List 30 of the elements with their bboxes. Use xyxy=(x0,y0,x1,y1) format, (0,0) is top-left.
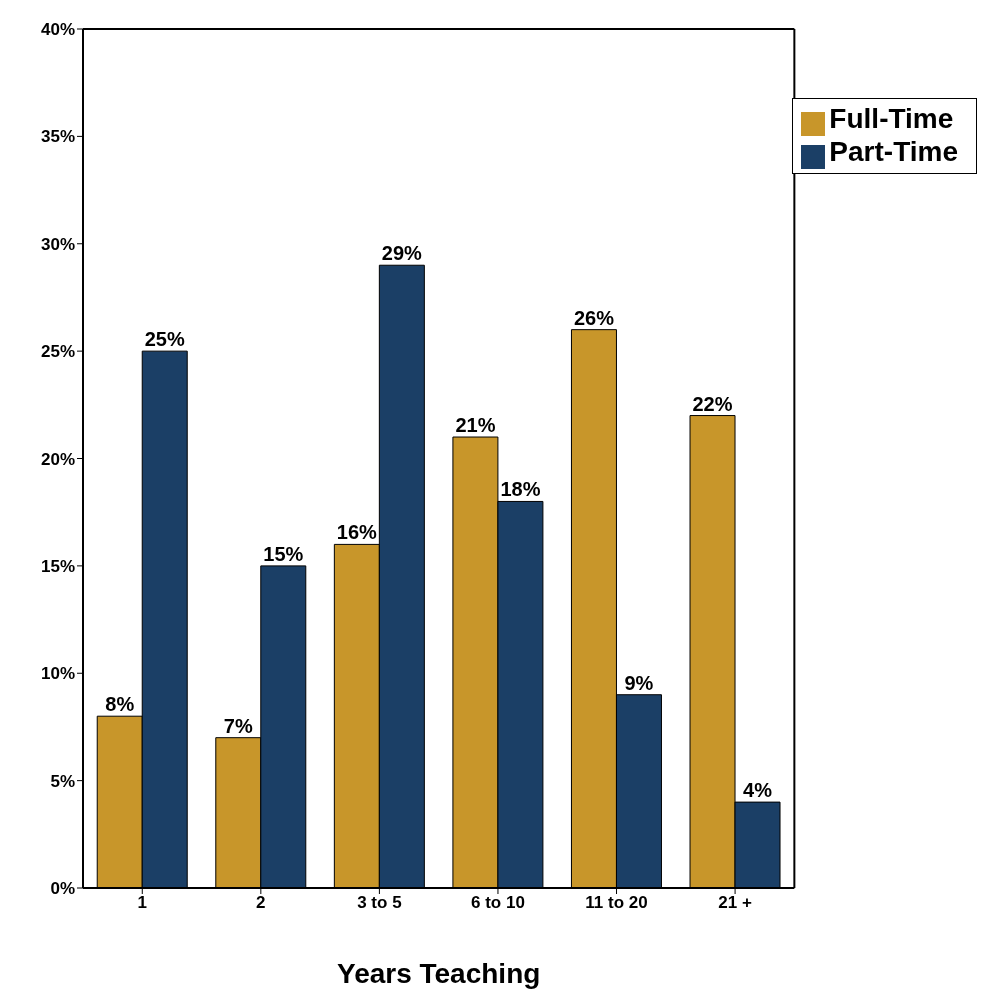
y-tick-label: 5% xyxy=(50,771,75,791)
data-label: 16% xyxy=(336,521,378,544)
y-tick-label: 35% xyxy=(40,127,75,147)
y-tick-label: 15% xyxy=(40,556,75,576)
data-label: 8% xyxy=(105,693,135,716)
y-tick-label: 0% xyxy=(50,879,75,899)
data-label: 15% xyxy=(263,542,304,565)
data-label: 9% xyxy=(624,671,654,694)
data-label: 25% xyxy=(144,328,185,351)
x-axis-title: Years Teaching xyxy=(337,958,541,989)
legend-label: Full-Time xyxy=(829,103,954,134)
x-tick-label: 21 + xyxy=(718,893,752,913)
x-tick-label: 6 to 10 xyxy=(471,893,525,913)
y-tick-label: 10% xyxy=(40,664,75,684)
data-label: 29% xyxy=(381,242,423,265)
y-tick-label: 20% xyxy=(40,449,75,469)
data-label: 4% xyxy=(743,779,773,802)
x-tick-label: 2 xyxy=(256,893,266,913)
data-label: 18% xyxy=(500,478,541,501)
y-tick-label: 40% xyxy=(40,20,75,40)
x-tick-label: 3 to 5 xyxy=(357,893,402,913)
y-tick-label: 25% xyxy=(40,342,75,362)
data-label: 21% xyxy=(455,414,496,437)
data-label: 22% xyxy=(692,392,733,415)
x-tick-label: 1 xyxy=(137,893,148,913)
legend-label: Part-Time xyxy=(829,135,958,167)
y-tick-label: 30% xyxy=(40,234,75,254)
data-label: 26% xyxy=(573,306,615,329)
x-tick-label: 11 to 20 xyxy=(585,893,648,913)
data-label: 7% xyxy=(223,714,253,737)
